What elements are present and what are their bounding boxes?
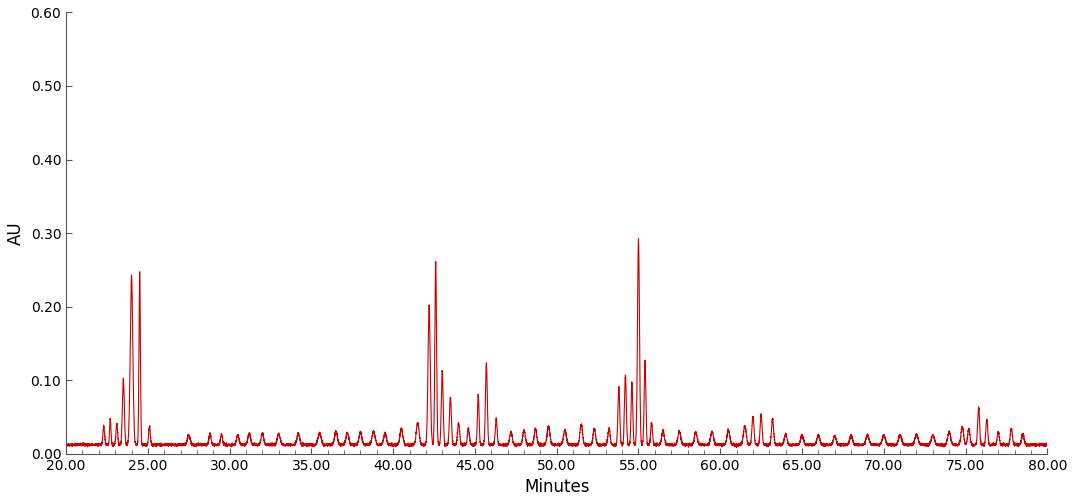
Y-axis label: AU: AU — [6, 221, 25, 245]
X-axis label: Minutes: Minutes — [524, 478, 590, 496]
